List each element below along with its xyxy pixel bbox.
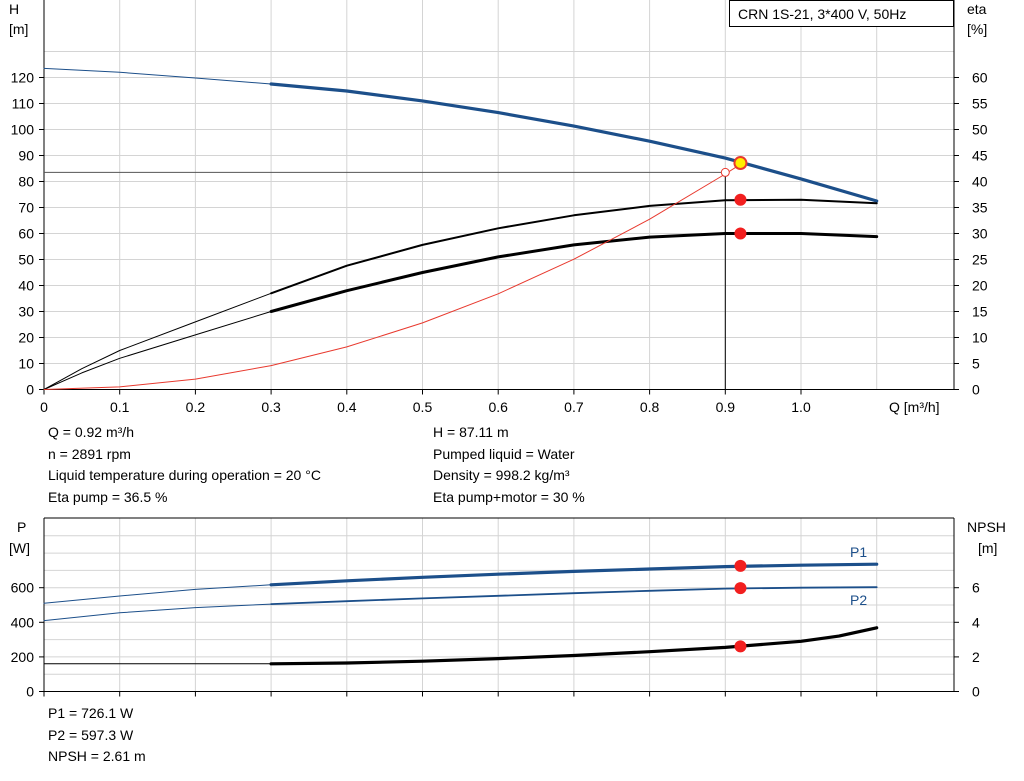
y-tick-label-right: 5 — [972, 356, 980, 372]
eta-pump-marker — [734, 193, 747, 206]
y-tick-label-left: 50 — [18, 252, 34, 268]
eta-pump-motor-readout: Eta pump+motor = 30 % — [433, 488, 585, 505]
density-readout: Density = 998.2 kg/m³ — [433, 467, 570, 483]
series-label-p1: P1 — [850, 544, 867, 560]
y-tick-label-right: 2 — [972, 649, 980, 665]
y-tick-label-left: 60 — [18, 226, 34, 242]
system-curve-marker — [720, 167, 730, 177]
series-label-p2: P2 — [850, 592, 867, 608]
y-tick-label-right: 45 — [972, 148, 988, 164]
title-box — [729, 0, 954, 27]
y-tick-label-right: 30 — [972, 226, 988, 242]
y-tick-label-left: 120 — [11, 70, 35, 86]
series-line — [270, 586, 878, 605]
series-line — [269, 82, 879, 203]
series-line — [43, 603, 272, 622]
p1-readout: P1 = 726.1 W — [48, 705, 134, 721]
speed-readout: n = 2891 rpm — [48, 445, 131, 462]
eta-pump-motor-marker — [734, 227, 747, 240]
series-line — [269, 626, 879, 666]
liquid-readout: Pumped liquid = Water — [433, 445, 575, 462]
series-line — [43, 292, 272, 390]
y-tick-label-left: 70 — [18, 200, 34, 216]
y-tick-label-right: 40 — [972, 174, 988, 190]
npsh-marker — [734, 640, 747, 653]
y-tick-label-right: 10 — [972, 330, 988, 346]
series-line — [43, 67, 272, 85]
y-tick-label-left: 40 — [18, 278, 34, 294]
y-tick-label-left: 80 — [18, 174, 34, 190]
y-tick-label-right: 0 — [972, 382, 980, 398]
y-tick-label-right: 35 — [972, 200, 988, 216]
y-tick-label-right: 4 — [972, 614, 980, 630]
y-tick-label-left: 30 — [18, 304, 34, 320]
x-tick-label: 0.5 — [413, 399, 433, 415]
y-tick-label-left: 10 — [18, 356, 34, 372]
y-axis-unit-right: [%] — [967, 21, 987, 37]
x-tick-label: 0 — [40, 399, 48, 415]
y-axis-unit-left: [m] — [9, 21, 28, 37]
x-tick-label: 0.3 — [261, 399, 281, 415]
y-tick-label-left: 200 — [11, 649, 35, 665]
series-line — [269, 562, 879, 587]
series-line — [270, 198, 878, 295]
power-readout: P1 = 726.1 W P2 = 597.3 W NPSH = 2.61 m — [48, 703, 146, 768]
y-tick-label-left: 90 — [18, 148, 34, 164]
y-axis-unit-left: [W] — [9, 540, 30, 556]
y-tick-label-right: 20 — [972, 278, 988, 294]
y-tick-label-right: 50 — [972, 122, 988, 138]
npsh-readout: NPSH = 2.61 m — [48, 748, 146, 764]
y-axis-label-left: P — [17, 519, 26, 535]
eta-pump-readout: Eta pump = 36.5 % — [48, 488, 168, 505]
y-axis-label-left: H — [9, 1, 19, 17]
series-line — [43, 584, 272, 604]
x-tick-label: 0.8 — [640, 399, 660, 415]
y-tick-label-left: 0 — [26, 684, 34, 700]
y-tick-label-left: 600 — [11, 580, 35, 596]
p2-readout: P2 = 597.3 W — [48, 726, 134, 743]
duty-readout-right: H = 87.11 m Pumped liquid = Water Densit… — [433, 422, 585, 508]
y-axis-unit-right: [m] — [978, 540, 997, 556]
y-tick-label-left: 110 — [12, 96, 35, 112]
series-line — [43, 163, 741, 390]
x-tick-label: 0.6 — [488, 399, 508, 415]
y-tick-label-left: 20 — [18, 330, 34, 346]
y-tick-label-right: 15 — [972, 304, 988, 320]
x-axis-label: Q [m³/h] — [889, 399, 940, 415]
p1-marker — [734, 559, 747, 572]
series-line — [269, 232, 879, 313]
y-tick-label-right: 25 — [972, 252, 988, 268]
x-tick-label: 0.7 — [564, 399, 584, 415]
x-tick-label: 0.2 — [186, 399, 206, 415]
x-tick-label: 1.0 — [791, 399, 811, 415]
duty-point-marker — [733, 156, 748, 171]
x-tick-label: 0.1 — [110, 399, 130, 415]
y-tick-label-left: 400 — [11, 614, 35, 630]
y-tick-label-left: 100 — [11, 122, 35, 138]
y-tick-label-right: 55 — [972, 96, 988, 112]
y-tick-label-right: 0 — [972, 684, 980, 700]
y-axis-label-right: NPSH — [967, 519, 1006, 535]
flow-readout: Q = 0.92 m³/h — [48, 424, 134, 440]
series-line — [43, 311, 272, 390]
y-axis-label-right: eta — [967, 1, 987, 17]
y-tick-label-left: 0 — [26, 382, 34, 398]
chart-title: CRN 1S-21, 3*400 V, 50Hz — [738, 6, 906, 22]
y-tick-label-right: 6 — [972, 580, 980, 596]
duty-readout-left: Q = 0.92 m³/h n = 2891 rpm Liquid temper… — [48, 422, 321, 508]
temperature-readout: Liquid temperature during operation = 20… — [48, 467, 321, 483]
x-tick-label: 0.9 — [716, 399, 736, 415]
p2-marker — [734, 582, 747, 595]
y-tick-label-right: 60 — [972, 70, 988, 86]
head-readout: H = 87.11 m — [433, 424, 509, 440]
x-tick-label: 0.4 — [337, 399, 357, 415]
